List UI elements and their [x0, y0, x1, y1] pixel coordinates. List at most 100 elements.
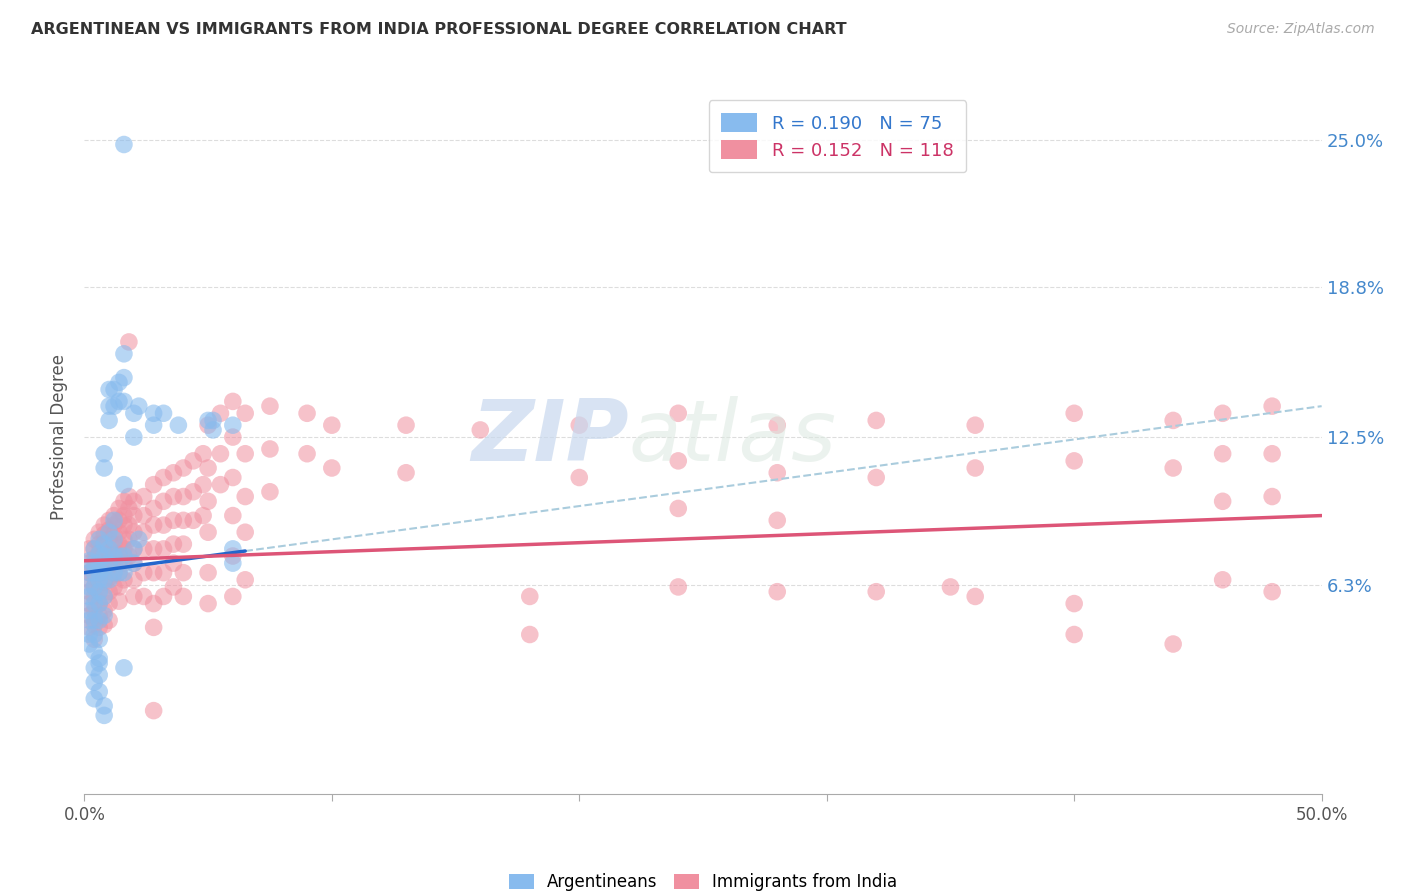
Point	[83, 627, 105, 641]
Point	[865, 584, 887, 599]
Point	[1063, 627, 1085, 641]
Point	[162, 580, 184, 594]
Point	[118, 518, 141, 533]
Point	[93, 618, 115, 632]
Point	[132, 490, 155, 504]
Point	[103, 518, 125, 533]
Point	[93, 556, 115, 570]
Point	[666, 580, 689, 594]
Point	[98, 551, 121, 566]
Point	[79, 580, 101, 594]
Point	[122, 573, 145, 587]
Point	[79, 556, 101, 570]
Point	[108, 549, 131, 563]
Text: ARGENTINEAN VS IMMIGRANTS FROM INDIA PROFESSIONAL DEGREE CORRELATION CHART: ARGENTINEAN VS IMMIGRANTS FROM INDIA PRO…	[31, 22, 846, 37]
Point	[103, 580, 125, 594]
Point	[191, 477, 214, 491]
Point	[103, 508, 125, 523]
Point	[93, 604, 115, 618]
Point	[1063, 454, 1085, 468]
Point	[108, 566, 131, 580]
Point	[83, 541, 105, 556]
Point	[233, 573, 256, 587]
Point	[172, 566, 194, 580]
Point	[93, 549, 115, 563]
Point	[83, 541, 105, 556]
Point	[142, 501, 165, 516]
Point	[1261, 447, 1284, 461]
Point	[259, 442, 281, 456]
Point	[108, 556, 131, 570]
Point	[89, 684, 111, 698]
Point	[568, 418, 591, 433]
Point	[181, 454, 204, 468]
Point	[93, 575, 115, 590]
Point	[103, 513, 125, 527]
Point	[112, 541, 135, 556]
Point	[233, 525, 256, 540]
Point	[142, 620, 165, 634]
Point	[122, 430, 145, 444]
Point	[83, 570, 105, 584]
Point	[152, 541, 174, 556]
Point	[766, 584, 789, 599]
Point	[83, 556, 105, 570]
Point	[519, 590, 541, 604]
Point	[89, 573, 111, 587]
Point	[83, 675, 105, 690]
Point	[83, 661, 105, 675]
Point	[233, 490, 256, 504]
Point	[112, 549, 135, 563]
Point	[112, 370, 135, 384]
Point	[112, 347, 135, 361]
Point	[118, 490, 141, 504]
Point	[89, 651, 111, 665]
Point	[1261, 490, 1284, 504]
Point	[152, 470, 174, 484]
Point	[98, 556, 121, 570]
Text: atlas: atlas	[628, 395, 837, 479]
Point	[103, 527, 125, 541]
Point	[83, 566, 105, 580]
Point	[83, 590, 105, 604]
Point	[93, 608, 115, 623]
Point	[89, 556, 111, 570]
Point	[89, 608, 111, 623]
Point	[89, 547, 111, 561]
Point	[1212, 406, 1234, 420]
Point	[108, 501, 131, 516]
Point	[568, 470, 591, 484]
Point	[83, 533, 105, 547]
Point	[142, 597, 165, 611]
Point	[103, 549, 125, 563]
Point	[108, 394, 131, 409]
Point	[93, 573, 115, 587]
Point	[162, 490, 184, 504]
Point	[93, 447, 115, 461]
Point	[1261, 399, 1284, 413]
Point	[89, 620, 111, 634]
Point	[83, 604, 105, 618]
Point	[112, 494, 135, 508]
Point	[112, 556, 135, 570]
Point	[103, 537, 125, 551]
Point	[222, 508, 245, 523]
Point	[98, 523, 121, 537]
Point	[93, 461, 115, 475]
Point	[112, 533, 135, 547]
Point	[112, 477, 135, 491]
Point	[98, 413, 121, 427]
Point	[162, 466, 184, 480]
Point	[122, 556, 145, 570]
Point	[132, 566, 155, 580]
Point	[89, 547, 111, 561]
Point	[93, 590, 115, 604]
Point	[79, 613, 101, 627]
Point	[965, 590, 987, 604]
Point	[98, 383, 121, 397]
Point	[118, 549, 141, 563]
Point	[766, 418, 789, 433]
Point	[83, 561, 105, 575]
Text: ZIP: ZIP	[471, 395, 628, 479]
Point	[1261, 584, 1284, 599]
